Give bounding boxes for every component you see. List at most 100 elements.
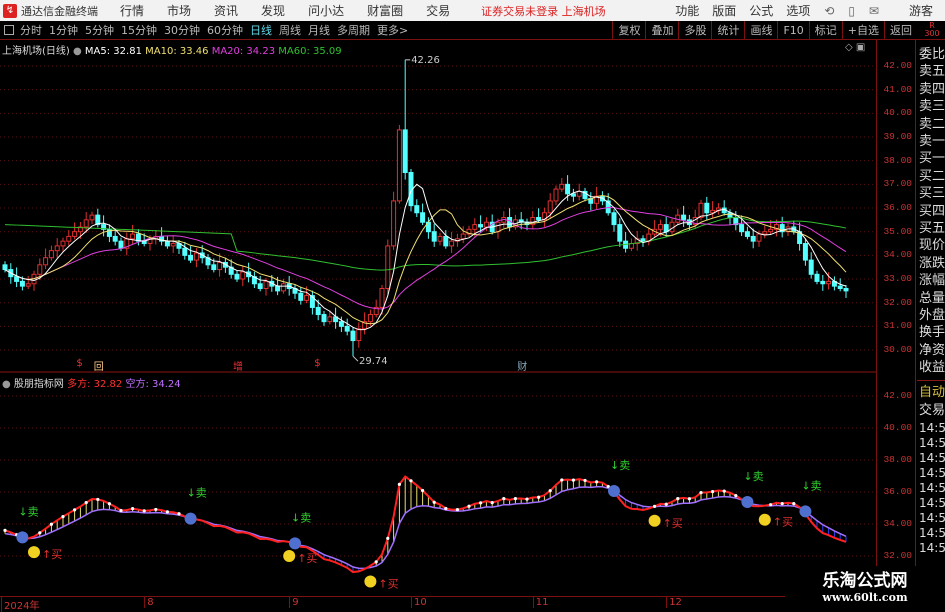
trade-time: 14:56 xyxy=(919,511,945,525)
price-tick: 37.00 xyxy=(883,178,912,190)
candle xyxy=(478,215,484,233)
candle xyxy=(14,267,20,288)
candle xyxy=(837,278,843,292)
candle xyxy=(541,207,547,227)
duo-dot xyxy=(421,488,425,493)
r300-indicator[interactable]: R 300 xyxy=(919,22,945,39)
trade-time: 14:56 xyxy=(919,451,945,465)
smiley-icon xyxy=(648,514,661,527)
period-0[interactable]: 分时 xyxy=(20,24,42,37)
period-7[interactable]: 周线 xyxy=(279,24,301,37)
tool-button-6[interactable]: 标记 xyxy=(808,21,842,40)
period-4[interactable]: 30分钟 xyxy=(164,24,200,37)
quote-label: 换手 xyxy=(919,325,945,341)
tool-button-4[interactable]: 画线 xyxy=(744,21,777,40)
auto-trade-label[interactable]: 自动 xyxy=(919,385,945,400)
event-marker[interactable]: 增 xyxy=(233,362,243,373)
candle xyxy=(634,230,640,251)
period-10[interactable]: 更多> xyxy=(377,24,409,37)
trade-time: 14:56 xyxy=(919,541,945,555)
trade-time: 14:56 xyxy=(919,436,945,450)
period-3[interactable]: 15分钟 xyxy=(121,24,157,37)
quote-label: 买一 xyxy=(919,151,945,167)
message-icon[interactable]: ✉ xyxy=(868,3,879,18)
tool-button-3[interactable]: 统计 xyxy=(711,21,744,40)
app-name: 通达信金融终端 xyxy=(21,4,98,18)
frown-icon xyxy=(741,495,754,508)
menu-faxian[interactable]: 发现 xyxy=(261,4,286,18)
duo-dot xyxy=(119,508,123,513)
chart-area[interactable]: 42.26 29.74 ↓卖 ↑买 ↓卖 ↑买 ↓卖 ↑买 ↓卖 ↑买 ↓卖 ↑买 ↓卖 xyxy=(0,40,876,596)
menu-hangqing[interactable]: 行情 xyxy=(120,4,145,18)
indicator-settings-icon[interactable]: ● xyxy=(2,379,11,390)
duo-dot xyxy=(444,506,448,511)
period-5[interactable]: 60分钟 xyxy=(207,24,243,37)
candle xyxy=(205,254,211,270)
candle xyxy=(217,253,223,277)
period-1[interactable]: 1分钟 xyxy=(49,24,78,37)
duo-dot xyxy=(374,560,378,564)
tool-button-7[interactable]: +自选 xyxy=(841,21,884,40)
menu-zixun[interactable]: 资讯 xyxy=(214,4,239,18)
event-marker[interactable]: $ xyxy=(76,358,83,369)
menu-banmian[interactable]: 版面 xyxy=(712,4,737,18)
duo-dot xyxy=(490,500,494,505)
event-marker[interactable]: 回 xyxy=(93,362,104,373)
tool-button-8[interactable]: 返回 xyxy=(884,21,917,40)
trade-label[interactable]: 交易 xyxy=(919,403,945,418)
candle xyxy=(640,235,646,247)
quote-label: 外盘 xyxy=(919,308,945,323)
period-toolbar: 分时 1分钟 5分钟 15分钟 30分钟 60分钟 日线 周线 月线 多周期 更多> 复权 叠加 多股统… xyxy=(0,21,945,40)
refresh-icon[interactable]: ⟲ xyxy=(824,3,835,18)
period-9[interactable]: 多周期 xyxy=(337,24,370,37)
trade-time: 14:56 xyxy=(919,496,945,510)
duo-dot xyxy=(525,497,529,501)
menu-wenxiaoda[interactable]: 问小达 xyxy=(308,4,345,18)
menu-caifuquan[interactable]: 财富圈 xyxy=(367,4,404,18)
menu-gongshi[interactable]: 公式 xyxy=(749,4,774,18)
duo-dot xyxy=(571,478,576,482)
candle xyxy=(582,187,588,202)
tool-button-2[interactable]: 多股 xyxy=(678,21,711,40)
indicator-tick: 36.00 xyxy=(883,486,912,497)
candle xyxy=(797,222,803,251)
panel-toggle-icon[interactable] xyxy=(4,25,14,35)
candle xyxy=(60,237,66,252)
event-marker[interactable]: 财 xyxy=(517,362,528,373)
ma10-value: MA10: 33.46 xyxy=(145,46,209,57)
sell-signal: ↓卖 xyxy=(801,479,821,492)
duo-dot xyxy=(722,489,726,493)
menu-jiaoyi[interactable]: 交易 xyxy=(426,4,451,18)
user-guest[interactable]: 游客 xyxy=(908,4,933,18)
tool-button-5[interactable]: F10 xyxy=(777,21,808,40)
ma20-value: MA20: 34.23 xyxy=(211,46,276,57)
menu-xuanxiang[interactable]: 选项 xyxy=(786,4,811,18)
candle xyxy=(182,241,188,260)
candle xyxy=(559,177,565,192)
period-6[interactable]: 日线 xyxy=(250,24,272,37)
duo-dot xyxy=(595,480,599,484)
candle xyxy=(652,220,658,237)
period-8[interactable]: 月线 xyxy=(308,24,330,37)
frown-icon xyxy=(289,537,301,550)
quote-label: 买二 xyxy=(919,168,945,184)
candle xyxy=(611,209,617,232)
candle xyxy=(333,307,339,329)
phone-icon[interactable]: ▯ xyxy=(848,3,855,18)
menu-gongneng[interactable]: 功能 xyxy=(675,4,700,18)
frown-icon xyxy=(16,531,29,544)
duo-dot xyxy=(386,536,390,540)
login-status[interactable]: 证券交易未登录 上海机场 xyxy=(481,4,606,18)
duo-dot xyxy=(780,502,784,506)
menu-shichang[interactable]: 市场 xyxy=(167,4,192,18)
settings-circle-icon[interactable]: ● xyxy=(73,46,82,57)
buy-signal: ↑买 xyxy=(297,552,317,565)
period-2[interactable]: 5分钟 xyxy=(85,24,114,37)
candle xyxy=(715,203,721,215)
candle xyxy=(843,284,849,298)
diamond-icon[interactable]: ◇ ▣ xyxy=(845,42,866,53)
tool-button-1[interactable]: 叠加 xyxy=(645,21,678,40)
candle xyxy=(831,276,837,291)
event-marker[interactable]: $ xyxy=(314,358,321,369)
tool-button-0[interactable]: 复权 xyxy=(612,21,645,40)
